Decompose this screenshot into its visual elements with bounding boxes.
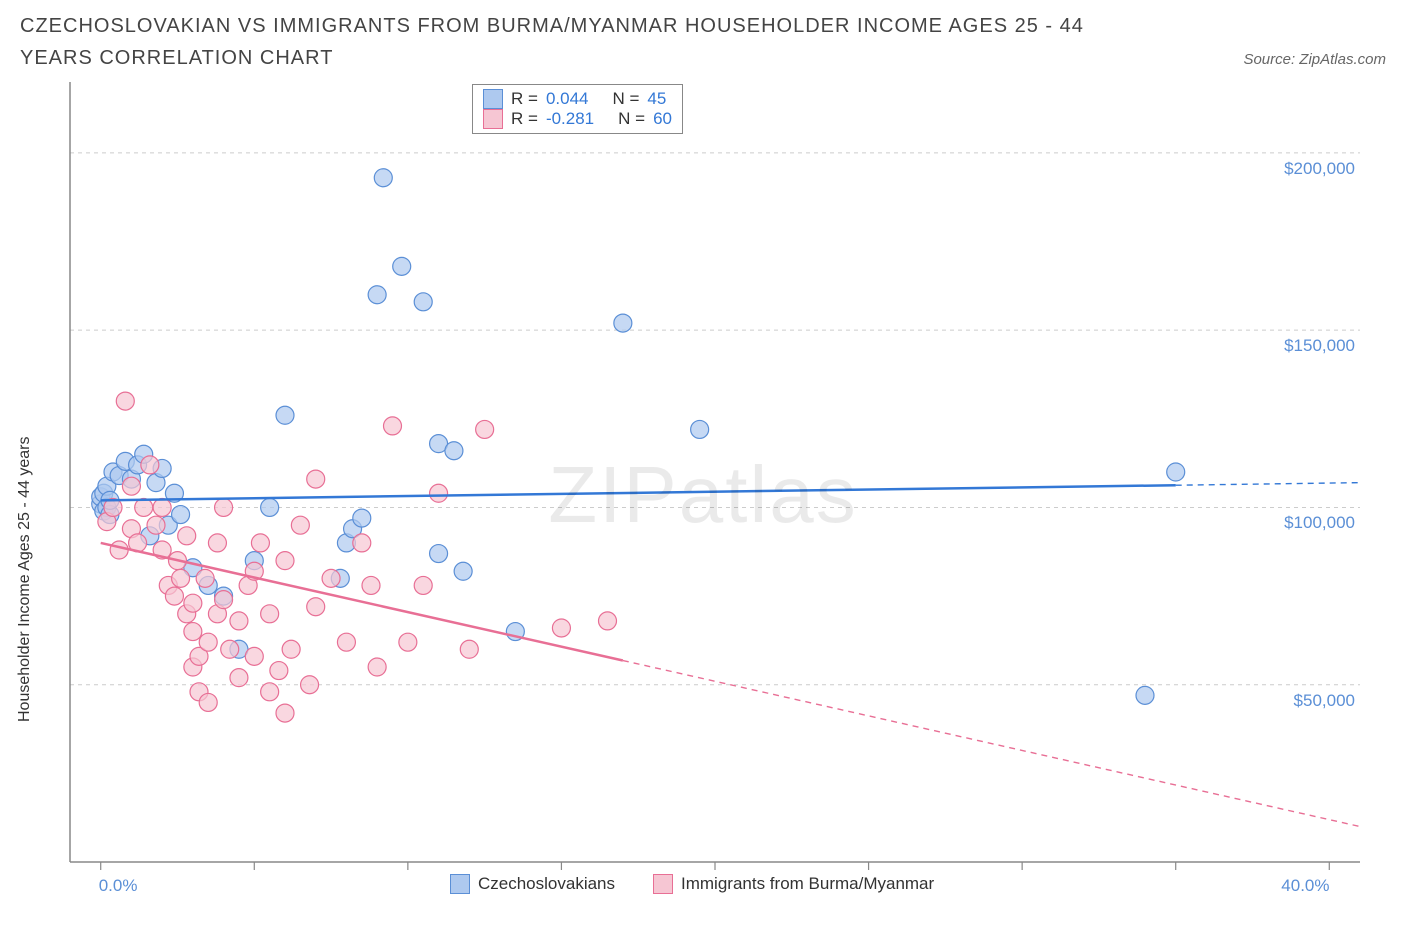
x-tick-label: 40.0%	[1281, 876, 1329, 896]
chart-area: Householder Income Ages 25 - 44 years ZI…	[20, 82, 1386, 907]
y-axis-label: Householder Income Ages 25 - 44 years	[16, 437, 34, 723]
stat-r-value: -0.281	[546, 109, 594, 129]
stat-n-value: 60	[653, 109, 672, 129]
chart-title: CZECHOSLOVAKIAN VS IMMIGRANTS FROM BURMA…	[20, 10, 1120, 74]
legend-swatch	[483, 89, 503, 109]
legend-label: Czechoslovakians	[478, 874, 615, 894]
stat-n-label: N =	[618, 109, 645, 129]
legend-swatch	[483, 109, 503, 129]
stat-r-label: R =	[511, 89, 538, 109]
y-tick-label: $150,000	[1260, 336, 1355, 356]
stats-row: R = -0.281 N = 60	[483, 109, 672, 129]
stat-n-label: N =	[612, 89, 639, 109]
source-label: Source: ZipAtlas.com	[1243, 51, 1386, 74]
stat-n-value: 45	[647, 89, 666, 109]
stat-r-label: R =	[511, 109, 538, 129]
y-tick-label: $100,000	[1260, 513, 1355, 533]
stats-legend-box: R = 0.044 N = 45 R = -0.281 N = 60	[472, 84, 683, 134]
bottom-legend: Czechoslovakians Immigrants from Burma/My…	[450, 874, 934, 894]
legend-label: Immigrants from Burma/Myanmar	[681, 874, 934, 894]
legend-swatch	[450, 874, 470, 894]
y-tick-label: $50,000	[1260, 691, 1355, 711]
scatter-chart	[20, 82, 1386, 902]
stat-r-value: 0.044	[546, 89, 589, 109]
x-tick-label: 0.0%	[99, 876, 138, 896]
legend-swatch	[653, 874, 673, 894]
stats-row: R = 0.044 N = 45	[483, 89, 672, 109]
y-tick-label: $200,000	[1260, 159, 1355, 179]
